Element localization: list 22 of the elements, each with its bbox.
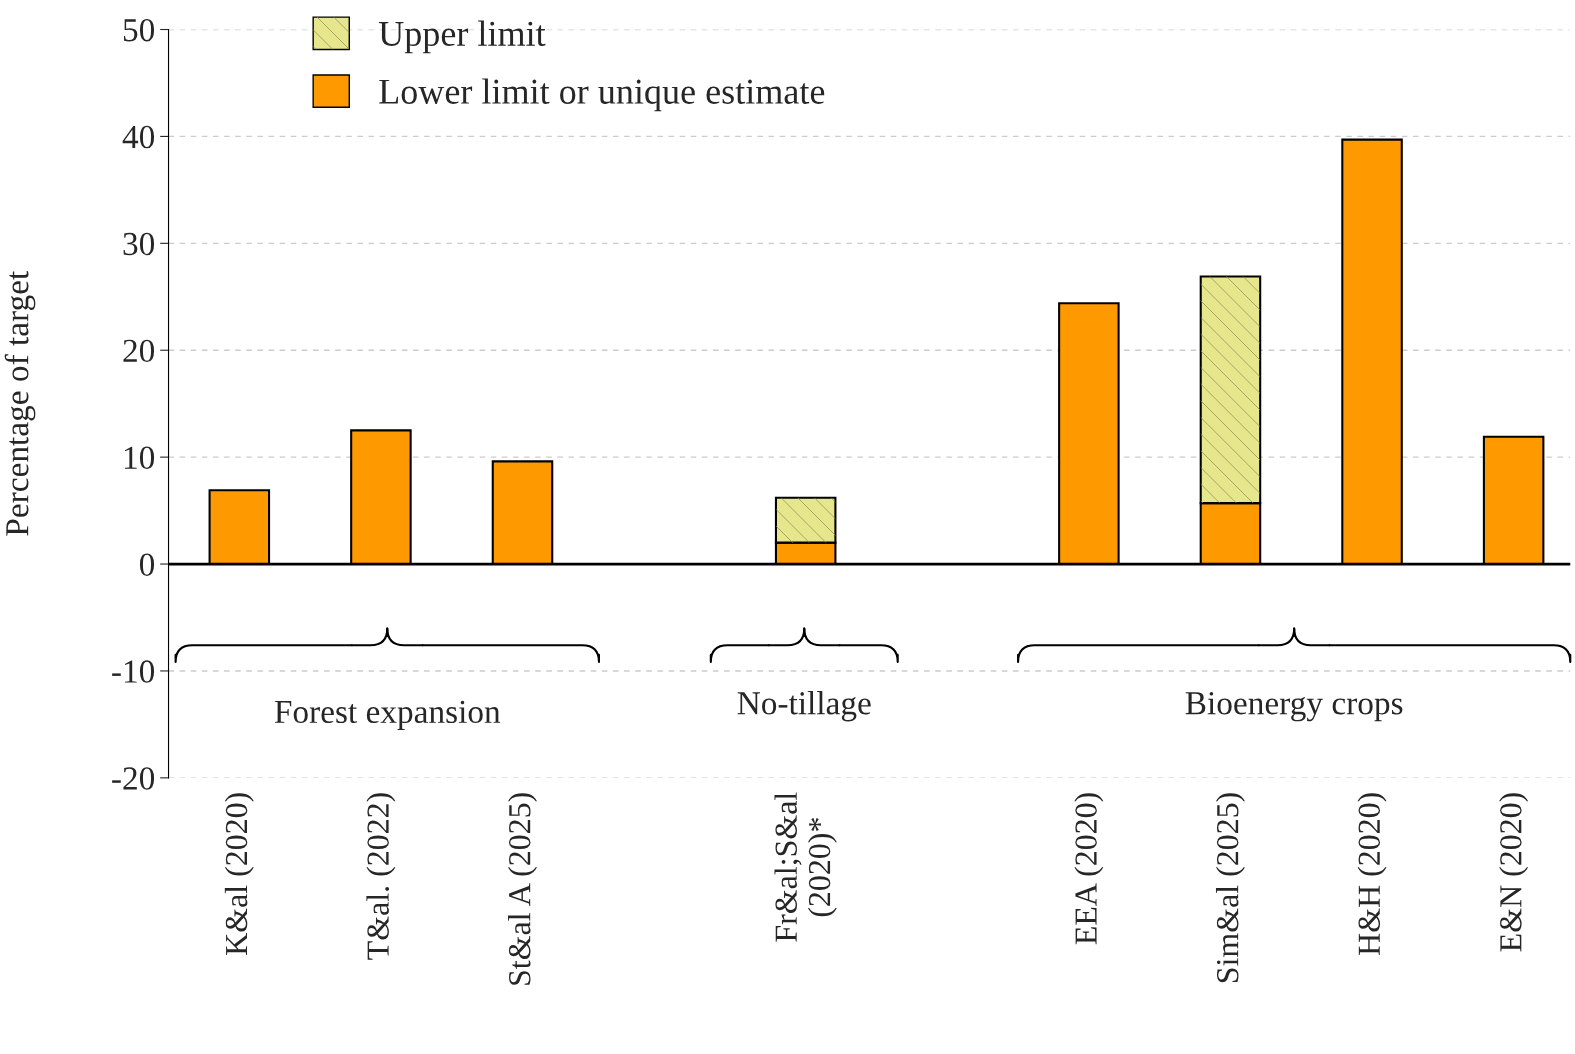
y-tick-label: 10 — [124, 446, 155, 470]
y-tick-label: -20 — [112, 767, 155, 790]
y-tick-label: -10 — [112, 660, 155, 683]
x-tick-label: EEA (2020) — [1074, 793, 1104, 945]
x-tick-label: T&al. (2022) — [366, 793, 396, 960]
y-tick-label: 20 — [123, 339, 155, 363]
x-tick-label: H&H (2020) — [1357, 793, 1387, 955]
y-tick-label: 0 — [139, 553, 155, 576]
x-tick-label: St&al A (2025) — [508, 793, 537, 985]
legend-label: Lower limit or unique estimate — [379, 78, 825, 112]
annotation: No-tillage — [737, 691, 871, 722]
y-tick-label: 30 — [123, 232, 155, 256]
y-tick-label: 40 — [122, 125, 155, 149]
x-tick-label: K&al (2020) — [224, 793, 254, 955]
annotation: Forest expansion — [274, 700, 501, 730]
annotation: Bioenergy crops — [1185, 692, 1403, 722]
legend-label: Upper limit — [378, 20, 546, 54]
x-tick-label: Fr&al;S&al (2020)* — [774, 792, 837, 942]
x-tick-label: E&N (2020) — [1499, 793, 1529, 952]
x-tick-label: Sim&al (2025) — [1215, 793, 1245, 983]
y-tick-label: 50 — [123, 18, 155, 42]
y-axis-title: Percentage of target — [4, 270, 36, 536]
